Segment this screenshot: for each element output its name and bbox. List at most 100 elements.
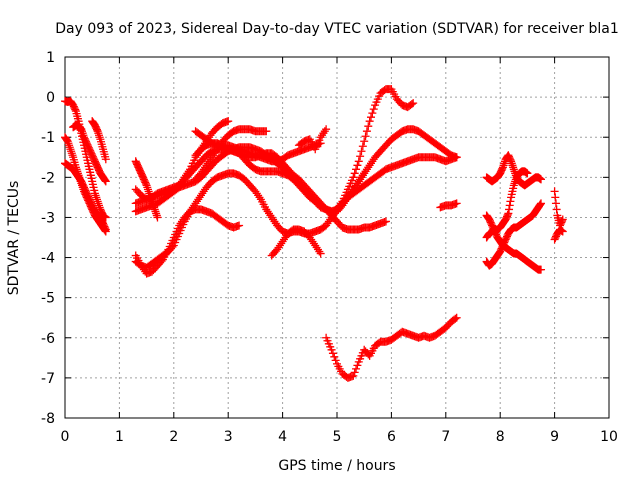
data-point (353, 161, 362, 170)
data-point (186, 207, 195, 216)
data-point (142, 181, 151, 190)
y-tick-label: 1 (46, 50, 55, 66)
series-25 (550, 225, 567, 244)
data-point (347, 187, 356, 196)
data-point (510, 179, 519, 188)
data-point (235, 221, 244, 230)
data-point (498, 163, 507, 172)
data-point (278, 237, 287, 246)
data-point (198, 167, 207, 176)
data-point (62, 135, 71, 144)
data-point (551, 199, 560, 208)
data-point (356, 175, 365, 184)
data-point (327, 345, 336, 354)
data-point (316, 249, 325, 258)
data-point (77, 125, 86, 134)
x-tick-label: 2 (169, 429, 178, 445)
data-point (511, 177, 520, 186)
data-point (364, 122, 373, 131)
data-point (146, 191, 154, 200)
data-point (187, 205, 196, 214)
data-point (274, 243, 283, 252)
series-19 (436, 199, 461, 212)
data-point (364, 163, 373, 172)
series-4 (69, 121, 110, 186)
data-point (509, 163, 518, 172)
data-point (552, 205, 561, 214)
data-point (224, 117, 233, 126)
x-tick-label: 4 (278, 429, 287, 445)
plot-frame (64, 56, 610, 419)
data-point (91, 191, 100, 200)
data-point (308, 237, 317, 246)
data-point (203, 135, 212, 144)
data-point (504, 209, 513, 218)
y-tick-label: -5 (41, 291, 55, 307)
data-point (101, 213, 110, 222)
data-point (330, 352, 339, 361)
data-point (90, 189, 99, 198)
series-1 (61, 97, 110, 222)
data-point (216, 141, 225, 150)
data-point (197, 191, 205, 200)
data-point (94, 129, 103, 138)
data-point (101, 155, 110, 164)
data-point (360, 169, 369, 178)
data-point (500, 159, 509, 168)
data-point (503, 210, 512, 219)
data-point (101, 177, 110, 186)
data-point (523, 169, 532, 178)
data-point (95, 201, 103, 210)
data-point (320, 127, 329, 136)
data-point (356, 152, 365, 161)
data-point (362, 127, 371, 136)
data-point (509, 165, 518, 174)
data-point (273, 245, 282, 254)
data-point (151, 207, 160, 216)
data-point (498, 164, 507, 173)
data-point (265, 209, 273, 218)
data-point (143, 185, 152, 194)
data-point (65, 141, 74, 150)
data-point (67, 149, 76, 158)
data-point (369, 105, 378, 114)
data-point (365, 161, 374, 170)
data-point (101, 225, 110, 234)
x-tick-label: 5 (333, 429, 342, 445)
data-point (352, 364, 361, 373)
series-15 (267, 225, 325, 260)
data-point (499, 161, 508, 170)
y-tick-label: 0 (46, 90, 55, 106)
data-point (350, 183, 359, 192)
chart-title: Day 093 of 2023, Sidereal Day-to-day VTE… (55, 21, 618, 37)
data-point (510, 167, 519, 176)
data-point (190, 201, 199, 210)
data-point (535, 201, 544, 210)
data-point (71, 105, 80, 114)
data-point (195, 193, 204, 202)
data-point (350, 368, 359, 377)
data-point (345, 191, 354, 200)
data-point (202, 137, 211, 146)
data-point (78, 129, 87, 138)
data-point (262, 205, 271, 214)
data-point (322, 221, 331, 230)
data-point (368, 109, 377, 118)
data-point (354, 157, 363, 166)
data-point (194, 195, 203, 204)
data-point (349, 371, 358, 380)
series-17 (322, 313, 461, 382)
data-point (312, 243, 321, 252)
data-marks (61, 85, 567, 382)
series-18 (343, 125, 461, 202)
data-point (67, 147, 76, 156)
data-point (152, 209, 161, 218)
data-point (150, 203, 159, 212)
data-point (63, 137, 72, 146)
data-point (507, 157, 516, 166)
data-point (146, 193, 155, 202)
data-point (199, 141, 208, 150)
data-point (334, 203, 343, 212)
y-axis-label: SDTVAR / TECUs (6, 181, 22, 296)
data-point (452, 313, 461, 322)
